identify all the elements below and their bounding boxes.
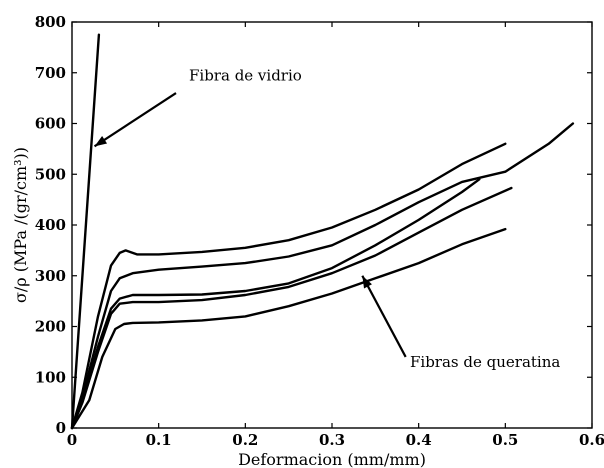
annotation-arrow	[361, 275, 407, 358]
x-tick-label: 0	[67, 431, 77, 449]
x-tick-label: 0.2	[232, 431, 258, 449]
chart-series-group	[70, 33, 575, 430]
annotation-arrow	[93, 92, 177, 148]
series-line-1	[70, 33, 101, 430]
y-tick-label: 100	[35, 368, 66, 386]
x-axis-title: Deformacion (mm/mm)	[238, 450, 426, 468]
y-tick-label: 600	[35, 115, 66, 133]
series-line-5	[70, 186, 513, 430]
annotation-arrowhead	[362, 275, 372, 289]
y-tick-label: 800	[35, 13, 66, 31]
y-tick-label: 400	[35, 216, 66, 234]
y-tick-label: 500	[35, 165, 66, 183]
series-line-2	[70, 142, 507, 430]
annotation-label: Fibra de vidrio	[189, 66, 302, 84]
series-line-4	[70, 178, 481, 430]
annotations-group: Fibra de vidrio Fibras de queratina	[93, 66, 560, 371]
annotation-label: Fibras de queratina	[410, 353, 560, 371]
y-tick-label: 700	[35, 64, 66, 82]
x-tick-label: 0.1	[146, 431, 172, 449]
x-tick-label: 0.3	[319, 431, 345, 449]
y-tick-label: 200	[35, 318, 66, 336]
x-tick-label: 0.4	[406, 431, 432, 449]
x-tick-label: 0.5	[492, 431, 518, 449]
series-line-6	[70, 227, 507, 430]
annotation-arrowhead	[94, 136, 108, 147]
axes-group: 0 0.1 0.2 0.3 0.4 0.5 0.6 0 100 200 300 400 500 600 70…	[35, 13, 604, 449]
y-axis-title: σ/ρ (MPa /(gr/cm³))	[11, 147, 30, 303]
series-line-3	[70, 122, 575, 430]
x-tick-label: 0.6	[579, 431, 604, 449]
y-tick-label: 0	[56, 419, 66, 437]
y-tick-label: 300	[35, 267, 66, 285]
